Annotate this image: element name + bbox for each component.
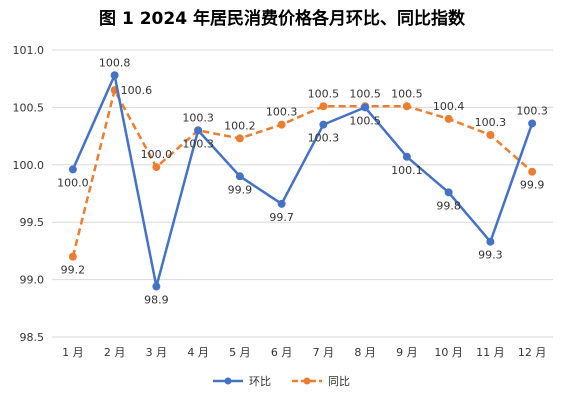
data-point (68, 165, 77, 174)
data-label: 99.9 (228, 183, 253, 196)
x-tick-label: 3 月 (146, 346, 168, 359)
data-point (444, 188, 453, 197)
data-label: 98.9 (144, 293, 169, 306)
data-point (486, 237, 495, 246)
data-label: 100.5 (349, 87, 381, 100)
data-point (319, 102, 328, 111)
axis-layer: 98.5 99.0 99.5 100.0 100.5 101.0 1 月 2 月 3 月 4 月 5… (13, 44, 547, 359)
data-label: 100.2 (224, 119, 256, 132)
data-label: 100.5 (349, 114, 381, 127)
y-tick-label: 99.5 (20, 216, 45, 229)
label-layer: 100.0 100.8 98.9 100.3 99.9 99.7 100.3 100.5 100… (57, 56, 548, 306)
x-tick-label: 2 月 (104, 346, 126, 359)
data-label: 99.2 (61, 264, 86, 277)
legend-marker (303, 377, 311, 385)
data-point (235, 172, 244, 181)
data-point (194, 126, 203, 135)
data-point (68, 252, 77, 261)
data-point (152, 282, 161, 291)
x-tick-label: 7 月 (313, 346, 335, 359)
legend-label: 同比 (328, 375, 350, 388)
data-label: 100.3 (475, 116, 507, 129)
data-label: 100.8 (99, 56, 131, 69)
data-point (235, 134, 244, 143)
data-label: 99.8 (436, 199, 461, 212)
data-label: 99.7 (269, 211, 294, 224)
data-label: 100.4 (433, 100, 465, 113)
data-point (402, 152, 411, 161)
data-label: 100.3 (308, 132, 340, 145)
legend-label: 环比 (249, 375, 271, 388)
data-point (110, 71, 119, 80)
data-point (152, 163, 161, 172)
series-line-mom (71, 74, 534, 288)
y-tick-label: 100.5 (13, 101, 45, 114)
data-point (277, 199, 286, 208)
y-tick-label: 99.0 (20, 274, 45, 287)
y-tick-label: 101.0 (13, 44, 45, 57)
data-label: 100.3 (266, 106, 298, 119)
y-tick-label: 98.5 (20, 331, 45, 344)
data-label: 100.3 (516, 104, 548, 117)
data-label: 99.9 (520, 179, 545, 192)
x-tick-label: 1 月 (62, 346, 84, 359)
x-tick-label: 6 月 (271, 346, 293, 359)
x-tick-label: 9 月 (396, 346, 418, 359)
legend-marker (224, 377, 232, 385)
x-tick-label: 11 月 (476, 346, 505, 359)
x-tick-label: 5 月 (229, 346, 251, 359)
data-label: 100.6 (121, 84, 153, 97)
data-label: 100.5 (308, 87, 340, 100)
data-point (444, 114, 453, 123)
data-label: 100.5 (391, 87, 423, 100)
data-label: 99.3 (478, 249, 503, 262)
data-point (528, 167, 537, 176)
legend: 环比 同比 (213, 375, 350, 388)
data-point (402, 102, 411, 111)
y-tick-label: 100.0 (13, 159, 45, 172)
x-tick-label: 4 月 (187, 346, 209, 359)
data-point (277, 120, 286, 129)
x-tick-label: 12 月 (518, 346, 547, 359)
series-line-yoy (71, 88, 533, 257)
data-point (528, 119, 537, 128)
data-label: 100.1 (391, 164, 423, 177)
x-tick-label: 10 月 (434, 346, 463, 359)
series-layer (68, 71, 537, 291)
data-label: 100.3 (182, 137, 214, 150)
data-point (319, 120, 328, 129)
data-label: 100.0 (57, 176, 89, 189)
x-tick-label: 8 月 (354, 346, 376, 359)
chart-title: 图 1 2024 年居民消费价格各月环比、同比指数 (99, 9, 465, 29)
data-point (361, 103, 370, 112)
data-label: 100.0 (141, 148, 173, 161)
data-label: 100.3 (182, 111, 214, 124)
data-point (486, 130, 495, 139)
